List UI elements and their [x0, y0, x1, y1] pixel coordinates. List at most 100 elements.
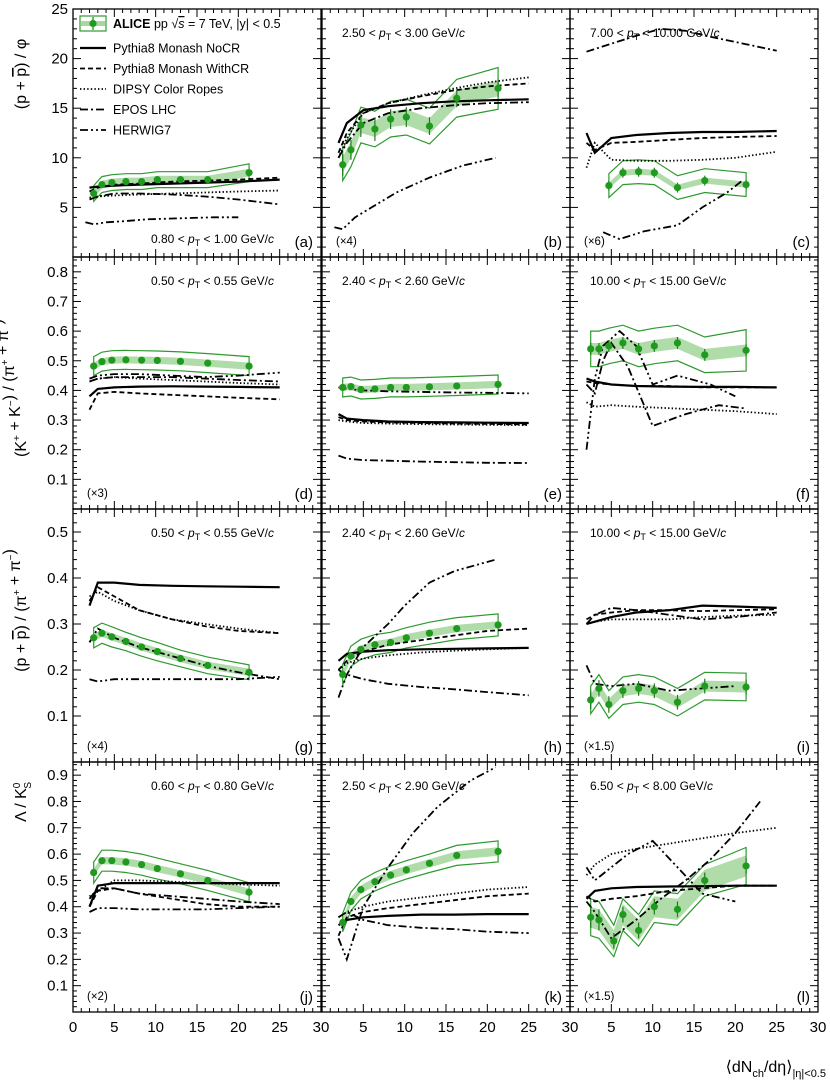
model-DIPSY-a	[89, 189, 280, 199]
data-point-i	[605, 700, 613, 709]
data-point-d	[122, 356, 130, 364]
model-HERWIG-b	[334, 156, 496, 231]
data-point-e	[453, 382, 461, 390]
data-point-a	[90, 189, 98, 198]
pt-range-g: 0.50 < pT < 0.55 GeV/c	[151, 526, 274, 542]
data-point-b	[371, 125, 379, 133]
legend-marker	[89, 19, 97, 28]
data-point-e	[425, 383, 434, 391]
data-point-l	[595, 916, 603, 924]
plot-area-a	[85, 163, 280, 226]
x-tick-label: 25	[271, 1019, 288, 1036]
systematic-band-b	[342, 66, 499, 183]
model-WithCR-d	[88, 390, 280, 411]
data-point-h	[425, 629, 434, 637]
y-tick-label: 0.4	[47, 382, 68, 399]
scale-factor-i: (×1.5)	[584, 741, 615, 753]
scale-factor-l: (×1.5)	[584, 991, 615, 1003]
x-tick-label: 15	[438, 1019, 455, 1036]
ytitle-p-pi: (p + p) / (π+ + π−)	[1, 549, 30, 672]
x-tick-label: 0	[69, 1019, 77, 1036]
data-point-h	[371, 641, 379, 649]
x-axis-title: ⟨dNch/dη⟩|η|<0.5	[726, 1059, 826, 1080]
data-point-i	[650, 687, 658, 695]
data-point-j	[176, 870, 185, 878]
panel-label-h: (h)	[544, 739, 562, 756]
pt-range-b: 2.50 < pT < 3.00 GeV/c	[342, 26, 465, 42]
model-HERWIG-l	[585, 839, 736, 903]
systematic-band-c	[608, 159, 747, 201]
legend: ALICE pp √s = 7 TeV, |y| < 0.5 Pythia8 Mo…	[79, 15, 281, 138]
data-point-b	[453, 94, 461, 102]
frame-h	[321, 508, 571, 763]
model-DIPSY-c	[585, 141, 777, 168]
y-tick-label: 0.5	[47, 872, 68, 889]
model-HERWIG-d	[89, 371, 280, 380]
panel-label-d: (d)	[295, 486, 313, 503]
model-WithCR-e	[338, 416, 529, 426]
y-tick-label: 10	[51, 150, 68, 167]
data-point-h	[453, 625, 461, 633]
y-tick-label: 0.4	[47, 899, 68, 916]
frame-d	[72, 256, 322, 510]
data-point-k	[453, 851, 461, 860]
plot-area-d	[88, 349, 280, 411]
y-tick-label: 0.5	[47, 353, 68, 370]
uncorrelated-band-k	[342, 847, 499, 927]
y-tick-label: 0.7	[47, 820, 68, 837]
data-point-c	[605, 181, 613, 190]
model-DIPSY-b	[337, 76, 529, 159]
data-point-d	[204, 359, 212, 367]
x-tick-label: 10	[396, 1019, 413, 1036]
data-point-b	[387, 115, 395, 123]
data-point-i	[635, 684, 643, 693]
uncorrelated-band-b	[342, 80, 499, 173]
model-WithCR-i	[586, 608, 777, 621]
data-point-i	[587, 696, 595, 704]
pt-range-d: 0.50 < pT < 0.55 GeV/c	[151, 274, 274, 290]
data-point-d	[90, 362, 98, 370]
x-tick-label: 20	[479, 1019, 496, 1036]
data-point-a	[108, 179, 116, 187]
data-point-e	[339, 383, 347, 392]
model-HERWIG-f	[585, 329, 736, 450]
data-point-i	[595, 684, 603, 693]
data-point-j	[138, 861, 146, 869]
data-point-c	[619, 169, 627, 177]
model-NoCR-j	[88, 881, 280, 908]
y-tick-label: 20	[51, 51, 68, 68]
model-DIPSY-e	[338, 419, 529, 426]
panel-i: (i) (×1.5) 10.00 < pT < 15.00 GeV/c	[569, 508, 819, 763]
data-point-j	[153, 864, 161, 873]
model-NoCR-f	[586, 377, 777, 389]
data-point-a	[204, 176, 212, 184]
pt-range-e: 2.40 < pT < 2.60 GeV/c	[342, 274, 465, 290]
model-HERWIG-j	[89, 905, 280, 913]
data-point-g	[108, 633, 116, 641]
panel-label-b: (b)	[544, 234, 562, 251]
pt-range-c: 7.00 < pT < 10.00 GeV/c	[590, 26, 720, 42]
data-point-a	[138, 178, 146, 186]
uncorrelated-band-f	[590, 337, 747, 361]
data-point-f	[605, 342, 613, 350]
model-DIPSY-j	[89, 879, 280, 897]
legend-sys-box	[79, 15, 107, 32]
y-tick-label: 0.2	[47, 662, 68, 679]
data-point-d	[153, 356, 161, 365]
data-point-k	[371, 878, 379, 886]
data-point-a	[245, 169, 253, 177]
data-point-a	[122, 178, 130, 186]
model-HERWIG-k	[337, 766, 497, 963]
y-tick-label: 0.1	[47, 708, 68, 725]
model-WithCR-c	[585, 135, 777, 151]
scale-factor-c: (×6)	[584, 236, 605, 248]
x-tick-label: 25	[520, 1019, 537, 1036]
model-WithCR-h	[337, 627, 529, 671]
data-point-g	[138, 643, 146, 651]
data-point-a	[176, 176, 185, 184]
data-point-g	[98, 629, 106, 637]
panel-e: (e) 2.40 < pT < 2.60 GeV/c	[321, 256, 571, 510]
data-point-j	[122, 858, 130, 866]
x-tick-label: 30	[810, 1019, 827, 1036]
